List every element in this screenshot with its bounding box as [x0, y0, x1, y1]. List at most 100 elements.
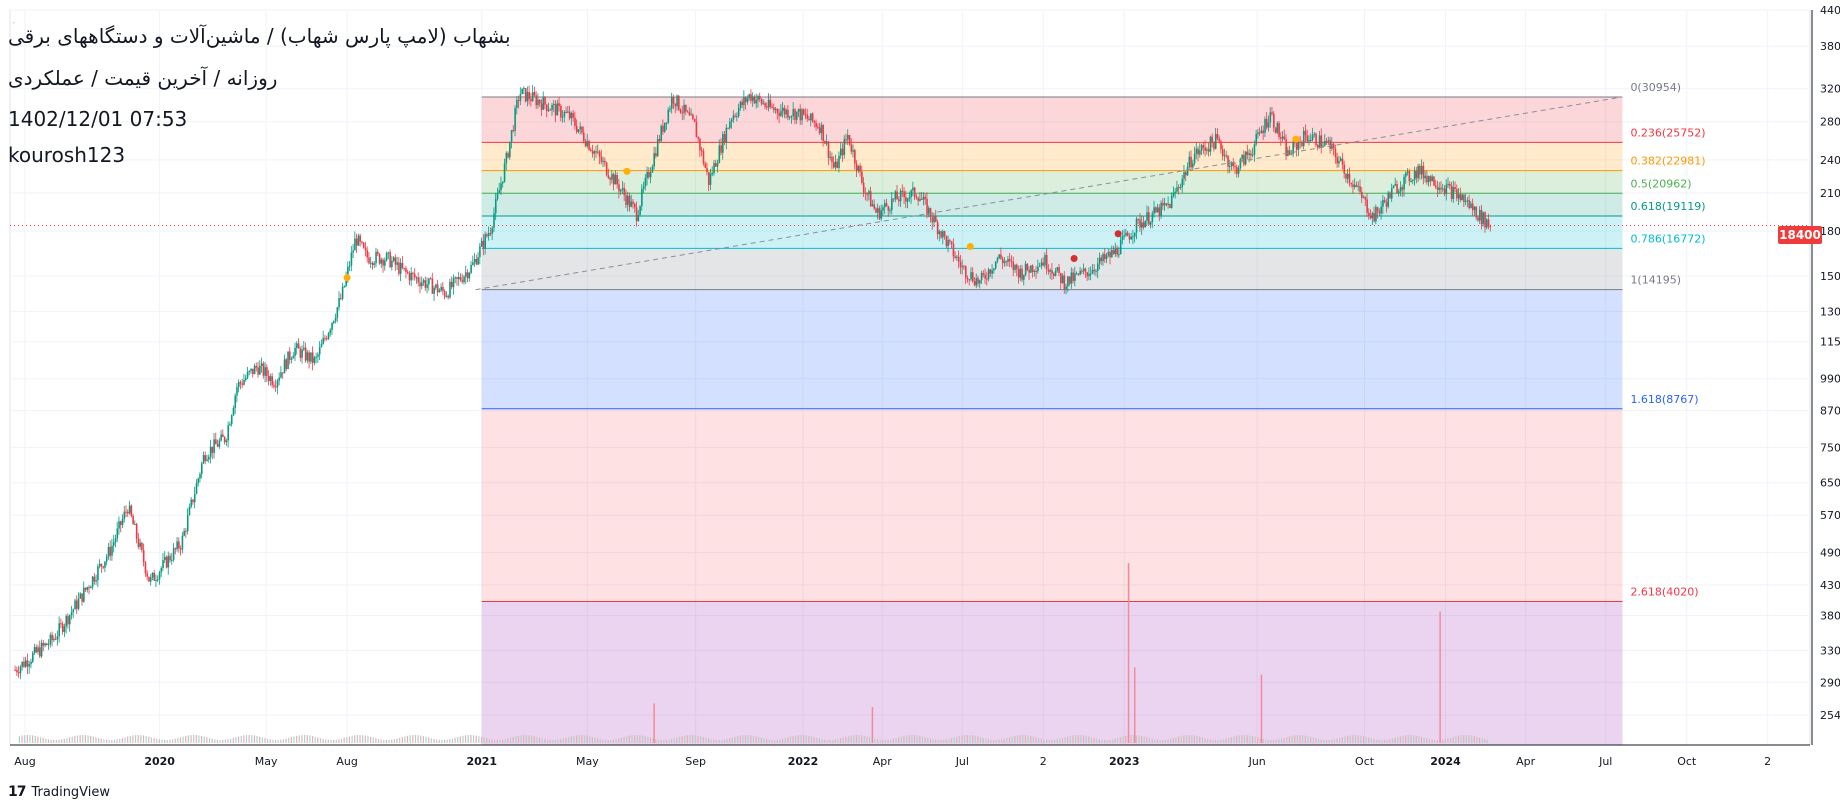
candle-body — [1475, 206, 1478, 218]
candle-body — [60, 623, 62, 625]
candle-body — [760, 99, 763, 104]
candle-body — [1281, 136, 1284, 139]
y-tick-label-4: 24000 — [1820, 154, 1840, 167]
candle-body — [1156, 207, 1159, 213]
plot-area — [9, 9, 1811, 746]
candle-body — [1067, 276, 1069, 287]
candle-body — [1412, 179, 1414, 181]
y-tick-label-7: 15000 — [1820, 270, 1840, 283]
candle-body — [535, 95, 538, 106]
candle-body — [260, 363, 263, 366]
candle-body — [1459, 194, 1462, 200]
candle-body — [935, 215, 937, 222]
candle-body — [269, 376, 272, 382]
volume-bar — [1143, 736, 1145, 743]
candle-body — [1133, 232, 1136, 237]
fib-label-0.382: 0.382(22981) — [1630, 155, 1705, 168]
volume-bar — [1251, 736, 1254, 743]
volume-bar — [383, 739, 385, 743]
candle-body — [1111, 250, 1113, 258]
volume-bar — [277, 739, 279, 743]
candle-body — [767, 99, 770, 108]
candle-body — [440, 286, 442, 291]
volume-bar — [303, 735, 306, 743]
volume-bar — [1465, 735, 1467, 743]
candle-body — [1060, 273, 1062, 283]
candle-body — [1271, 112, 1273, 114]
candle-body — [216, 444, 219, 447]
candle-body — [1392, 185, 1395, 189]
candle-body — [334, 317, 337, 322]
candle-body — [614, 175, 617, 185]
candle-body — [540, 103, 543, 110]
candle-body — [679, 109, 682, 113]
candle-body — [417, 277, 420, 283]
candle-body — [1288, 150, 1291, 155]
volume-bar — [301, 735, 303, 743]
volume-bar — [148, 736, 150, 743]
candle-body — [206, 459, 208, 461]
volume-bar — [214, 739, 216, 743]
volume-bar — [1373, 738, 1375, 743]
fib-label-1.618: 1.618(8767) — [1630, 393, 1698, 406]
candle-body — [1332, 143, 1335, 149]
candle-body — [609, 178, 611, 180]
volume-bar — [1114, 738, 1116, 743]
volume-bar — [620, 737, 623, 743]
candle-body — [111, 545, 113, 556]
volume-bar — [1288, 736, 1291, 743]
candle-body — [968, 279, 971, 281]
volume-bar — [837, 738, 839, 743]
candle-body — [151, 572, 154, 578]
candle-body — [1082, 268, 1085, 271]
candle-body — [922, 196, 925, 200]
candle-body — [382, 259, 384, 266]
candle-body — [1104, 253, 1106, 259]
candle-body — [185, 530, 187, 532]
candle-body — [315, 356, 318, 358]
candle-body — [285, 359, 288, 369]
candle-body — [621, 188, 624, 190]
volume-bar — [607, 740, 609, 743]
candle-body — [1380, 206, 1383, 214]
candle-body — [176, 541, 178, 550]
candle-body — [1267, 122, 1270, 128]
x-tick-label-14: 2024 — [1430, 755, 1461, 768]
candle-body — [591, 151, 594, 154]
candle-body — [554, 103, 557, 116]
candle-body — [919, 198, 921, 201]
candle-body — [1433, 176, 1435, 186]
candle-body — [509, 141, 511, 158]
volume-spike-4 — [653, 703, 655, 743]
volume-bar — [1241, 735, 1243, 743]
candle-body — [1334, 148, 1337, 158]
candle-body — [818, 127, 821, 134]
candle-body — [1398, 191, 1400, 194]
candle-body — [354, 238, 356, 251]
candle-body — [542, 97, 545, 110]
tradingview-brand[interactable]: 17 TradingView — [8, 784, 110, 800]
volume-bar — [1407, 735, 1409, 743]
volume-bar — [855, 735, 858, 743]
volume-bar — [26, 735, 28, 743]
volume-bar — [113, 739, 116, 743]
volume-bar — [499, 739, 501, 743]
volume-bar — [441, 739, 443, 743]
volume-bar — [797, 735, 799, 743]
candle-body — [637, 214, 640, 221]
volume-bar — [898, 737, 900, 743]
volume-bar — [1035, 737, 1037, 743]
candle-body — [220, 434, 222, 441]
candle-body — [1244, 151, 1247, 165]
candle-body — [37, 647, 39, 653]
candle-body — [843, 139, 846, 156]
candle-body — [274, 386, 277, 388]
volume-bar — [668, 739, 670, 743]
volume-bar — [1304, 735, 1306, 743]
volume-bar — [861, 735, 863, 743]
volume-bar — [1357, 735, 1359, 743]
candle-body — [757, 96, 759, 101]
volume-bar — [393, 739, 395, 743]
